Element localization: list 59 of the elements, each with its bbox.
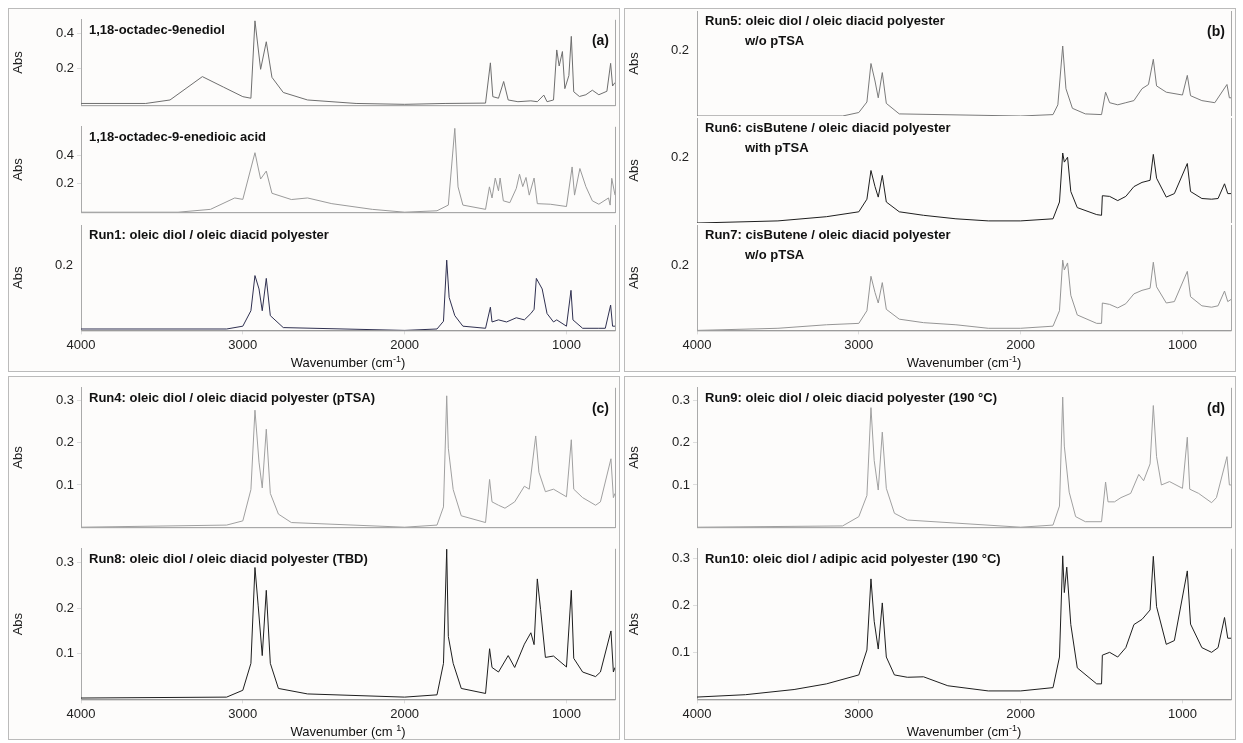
- chart-title: Run4: oleic diol / oleic diacid polyester (pTSA): [89, 389, 376, 405]
- y-axis-title: Abs: [626, 612, 642, 636]
- y-axis-title: Abs: [10, 50, 26, 74]
- x-tick-label: 3000: [228, 705, 258, 721]
- y-axis-title: Abs: [10, 266, 26, 289]
- chart-subtitle: with pTSA: [744, 140, 810, 156]
- x-tick-label: 2000: [390, 705, 420, 721]
- annotation: (a): [591, 31, 609, 48]
- y-tick-label: 0.1: [671, 476, 690, 492]
- chart-subtitle: w/o pTSA: [744, 33, 805, 49]
- chart-title: 1,18-octadec-9-enedioic acid: [89, 128, 267, 144]
- x-tick-label: 4000: [66, 336, 96, 352]
- y-axis-title: Abs: [626, 445, 642, 469]
- text: (b): [1207, 22, 1225, 39]
- y-tick-label: 0.2: [55, 434, 74, 450]
- y-tick-label: 0.3: [55, 392, 74, 408]
- x-tick-label: 1000: [551, 336, 581, 352]
- chart-title: Run8: oleic diol / oleic diacid polyester (TBD): [89, 550, 368, 566]
- annotation: (c): [591, 399, 609, 416]
- chart-title: 1,18-octadec-9enediol: [89, 21, 225, 37]
- chart-title: Run5: oleic diol / oleic diacid polyester: [705, 13, 945, 29]
- y-tick-label: 0.2: [671, 434, 690, 450]
- chart-title: Run1: oleic diol / oleic diacid polyester: [89, 227, 329, 243]
- x-tick-label: 1000: [1167, 705, 1197, 721]
- chart-title: Run9: oleic diol / oleic diacid polyester (190 °C): [705, 389, 997, 405]
- y-tick-label: 0.1: [55, 645, 74, 661]
- x-tick-label: 2000: [390, 336, 420, 352]
- x-tick-label: 2000: [1006, 705, 1036, 721]
- y-tick-label: 0.4: [55, 25, 74, 41]
- y-tick-label: 0.4: [55, 146, 74, 162]
- y-tick-label: 0.1: [671, 643, 690, 659]
- y-tick-label: 0.2: [55, 175, 74, 191]
- y-tick-label: 0.2: [671, 596, 690, 612]
- x-tick-label: 4000: [682, 705, 712, 721]
- y-tick-label: 0.1: [55, 476, 74, 492]
- y-tick-label: 0.3: [671, 549, 690, 565]
- chart-title: Run6: cisButene / oleic diacid polyester: [705, 120, 951, 136]
- x-tick-label: 3000: [228, 336, 258, 352]
- y-axis-title: Abs: [626, 51, 642, 75]
- chart-subtitle: w/o pTSA: [744, 247, 805, 263]
- chart-title: Run10: oleic diol / adipic acid polyester (190 °C): [705, 550, 1001, 566]
- y-tick-label: 0.2: [55, 60, 74, 76]
- x-tick-label: 3000: [844, 705, 874, 721]
- annotation: (d): [1207, 399, 1225, 416]
- y-axis-title: Abs: [10, 445, 26, 469]
- x-tick-label: 4000: [66, 705, 96, 721]
- y-axis-title: Abs: [10, 157, 26, 181]
- y-tick-label: 0.3: [55, 554, 74, 570]
- x-tick-label: 1000: [551, 705, 581, 721]
- y-tick-label: 0.3: [671, 392, 690, 408]
- x-tick-label: 3000: [844, 336, 874, 352]
- x-tick-label: 4000: [682, 336, 712, 352]
- chart-title: Run7: cisButene / oleic diacid polyester: [705, 227, 951, 243]
- y-axis-title: Abs: [626, 158, 642, 182]
- x-tick-label: 1000: [1167, 336, 1197, 352]
- y-axis-title: Abs: [10, 612, 26, 636]
- y-tick-label: 0.2: [55, 599, 74, 615]
- y-axis-title: Abs: [626, 266, 642, 289]
- x-tick-label: 2000: [1006, 336, 1036, 352]
